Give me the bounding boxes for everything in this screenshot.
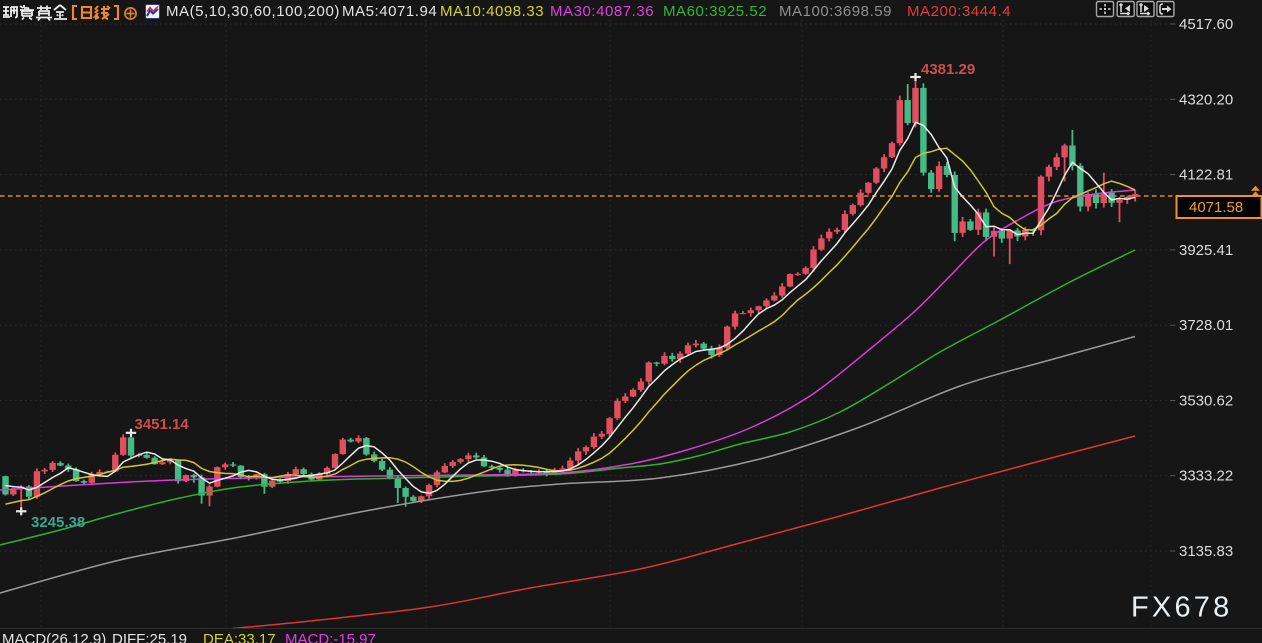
svg-text:3728.01: 3728.01 bbox=[1179, 317, 1233, 334]
svg-text:3135.83: 3135.83 bbox=[1179, 543, 1233, 560]
svg-text:3530.62: 3530.62 bbox=[1179, 393, 1233, 410]
svg-text:3333.22: 3333.22 bbox=[1179, 468, 1233, 485]
svg-text:4071.58: 4071.58 bbox=[1189, 199, 1243, 216]
svg-text:4122.81: 4122.81 bbox=[1179, 167, 1233, 184]
svg-text:3451.14: 3451.14 bbox=[135, 416, 190, 433]
svg-text:3245.38: 3245.38 bbox=[31, 514, 85, 531]
svg-text:FX678: FX678 bbox=[1131, 592, 1232, 624]
svg-text:4381.29: 4381.29 bbox=[921, 61, 975, 78]
svg-text:4320.20: 4320.20 bbox=[1179, 91, 1233, 108]
svg-text:3925.41: 3925.41 bbox=[1179, 242, 1233, 259]
svg-text:4517.60: 4517.60 bbox=[1179, 16, 1233, 33]
